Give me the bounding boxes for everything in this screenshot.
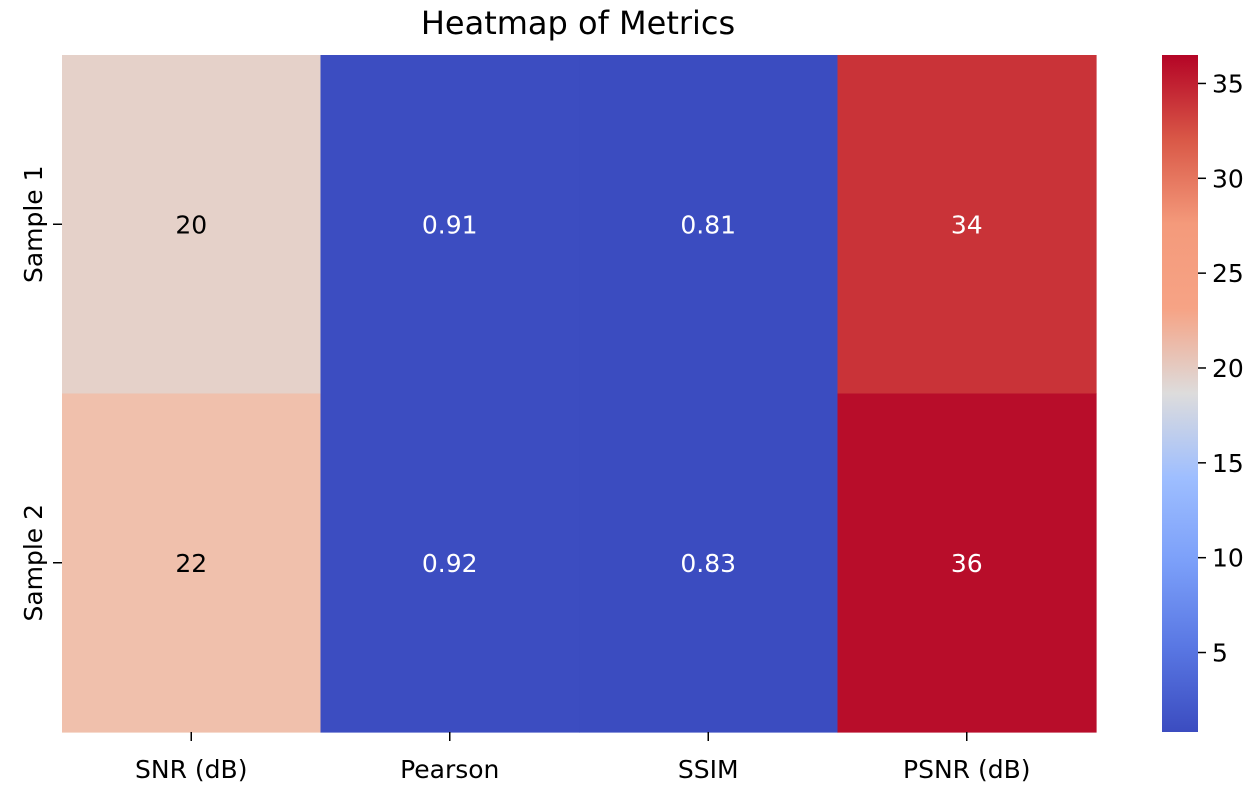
x-tick-label: PSNR (dB) [903, 755, 1031, 784]
heatmap-cell [320, 55, 580, 395]
x-tick-label: SSIM [678, 755, 739, 784]
heatmap-cell [837, 393, 1097, 733]
heatmap-cell [579, 393, 839, 733]
colorbar-tick-label: 15 [1212, 449, 1244, 478]
chart-title: Heatmap of Metrics [421, 4, 735, 42]
cell-annotation: 20 [175, 210, 207, 239]
x-tick-label: SNR (dB) [135, 755, 247, 784]
colorbar-tick-label: 10 [1212, 544, 1244, 573]
colorbar-tick-label: 5 [1212, 639, 1228, 668]
cell-annotation: 34 [951, 210, 983, 239]
colorbar-tick-label: 20 [1212, 354, 1244, 383]
heatmap-cell [62, 55, 322, 395]
colorbar [1162, 55, 1198, 732]
cell-annotation: 0.83 [680, 549, 736, 578]
colorbar-tick-label: 30 [1212, 164, 1244, 193]
cell-annotation: 0.92 [422, 549, 478, 578]
cell-annotation: 0.81 [680, 210, 736, 239]
cell-annotation: 0.91 [422, 210, 478, 239]
heatmap-cell [837, 55, 1097, 395]
y-tick-label: Sample 1 [19, 165, 48, 283]
cell-annotation: 22 [175, 549, 207, 578]
heatmap-cell [62, 393, 322, 733]
cell-annotation: 36 [951, 549, 983, 578]
y-tick-label: Sample 2 [19, 504, 48, 622]
heatmap-cell [579, 55, 839, 395]
heatmap-cell [320, 393, 580, 733]
colorbar-tick-label: 35 [1212, 69, 1244, 98]
x-tick-label: Pearson [400, 755, 499, 784]
colorbar-tick-label: 25 [1212, 259, 1244, 288]
